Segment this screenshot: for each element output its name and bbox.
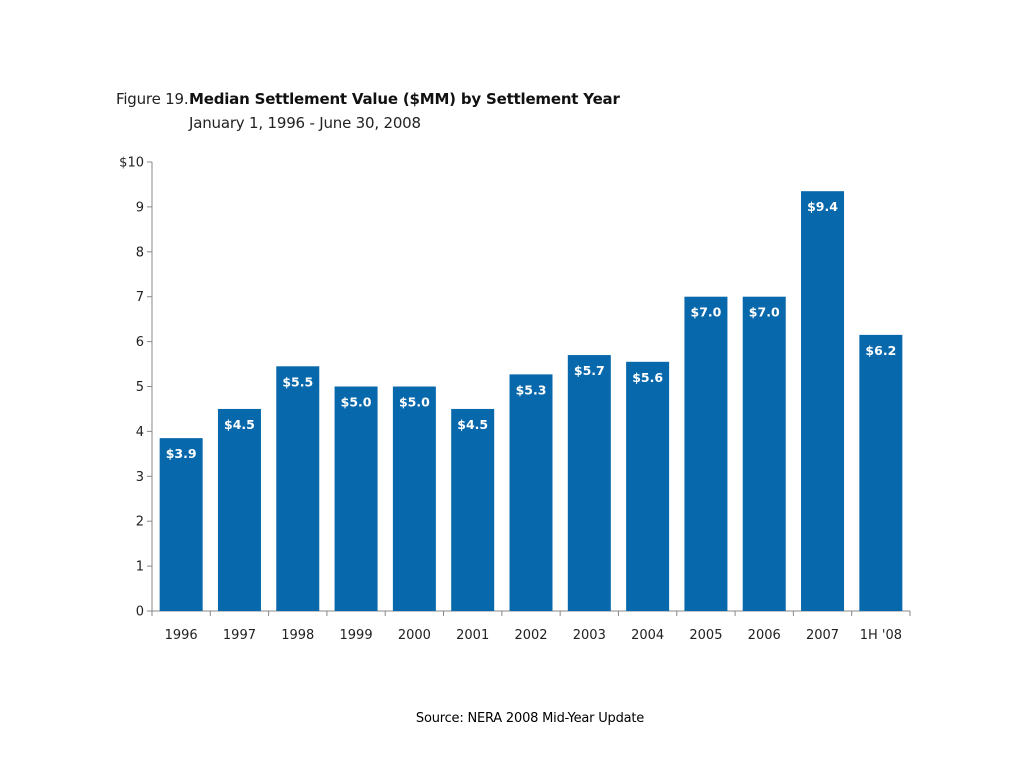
source-note: Source: NERA 2008 Mid-Year Update xyxy=(415,711,645,726)
y-tick-label: 8 xyxy=(136,245,144,260)
x-tick-label: 2000 xyxy=(398,628,431,643)
bar-1998 xyxy=(276,366,320,611)
figure-label: Figure 19. xyxy=(116,90,189,108)
bar-1997 xyxy=(217,408,261,611)
data-label: $4.5 xyxy=(457,417,488,432)
bar-2007 xyxy=(801,191,845,611)
chart-bars xyxy=(159,191,903,611)
data-label: $7.0 xyxy=(691,305,722,320)
y-tick-label: $10 xyxy=(119,156,144,171)
data-label: $6.2 xyxy=(865,343,896,358)
bar-2004 xyxy=(626,361,670,611)
bar-1996 xyxy=(159,438,203,611)
x-tick-label: 2001 xyxy=(456,628,489,643)
y-tick-label: 7 xyxy=(136,290,144,305)
bar-2005 xyxy=(684,296,728,611)
data-label: $4.5 xyxy=(224,417,255,432)
data-label: $5.6 xyxy=(632,370,663,385)
x-tick-label: 1H '08 xyxy=(860,628,902,643)
x-tick-label: 2006 xyxy=(748,628,781,643)
y-tick-label: 4 xyxy=(136,425,144,440)
chart-data-labels: $3.9 $4.5 $5.5 $5.0 $5.0 $4.5 $5.3 $5.7 $5.6 $7.0… xyxy=(166,199,897,461)
data-label: $5.0 xyxy=(399,395,430,410)
y-tick-label: 5 xyxy=(136,380,144,395)
bar-2003 xyxy=(567,355,611,611)
x-tick-label: 1999 xyxy=(340,628,373,643)
y-tick-label: 3 xyxy=(136,470,144,485)
y-tick-label: 6 xyxy=(136,335,144,350)
data-label: $7.0 xyxy=(749,305,780,320)
y-tick-label: 2 xyxy=(136,515,144,530)
bar-2002 xyxy=(509,374,553,611)
data-label: $5.5 xyxy=(282,374,313,389)
chart-subtitle: January 1, 1996 - June 30, 2008 xyxy=(189,114,421,132)
x-tick-label: 2005 xyxy=(689,628,722,643)
y-tick-label: 0 xyxy=(136,605,144,620)
x-tick-label: 1996 xyxy=(165,628,198,643)
x-tick-label: 2004 xyxy=(631,628,664,643)
bar-2001 xyxy=(451,408,495,611)
bar-2006 xyxy=(742,296,786,611)
data-label: $5.3 xyxy=(516,382,547,397)
data-label: $3.9 xyxy=(166,446,197,461)
y-tick-label: 1 xyxy=(136,560,144,575)
x-tick-label: 1997 xyxy=(223,628,256,643)
data-label: $5.0 xyxy=(341,395,372,410)
x-tick-label: 1998 xyxy=(281,628,314,643)
chart-title: Median Settlement Value ($MM) by Settlem… xyxy=(189,90,620,108)
bar-1H '08 xyxy=(859,334,903,611)
y-tick-label: 9 xyxy=(136,200,144,215)
data-label: $5.7 xyxy=(574,363,605,378)
data-label: $9.4 xyxy=(807,199,838,214)
bar-2000 xyxy=(392,386,436,611)
chart-x-tick-labels: 1996 1997 1998 1999 2000 2001 2002 2003 2004 2005… xyxy=(165,628,902,643)
chart-y-tick-labels: 0 1 2 3 4 5 6 7 8 9 $10 xyxy=(119,156,144,620)
x-tick-label: 2003 xyxy=(573,628,606,643)
bar-1999 xyxy=(334,386,378,611)
x-tick-label: 2007 xyxy=(806,628,839,643)
x-tick-label: 2002 xyxy=(514,628,547,643)
